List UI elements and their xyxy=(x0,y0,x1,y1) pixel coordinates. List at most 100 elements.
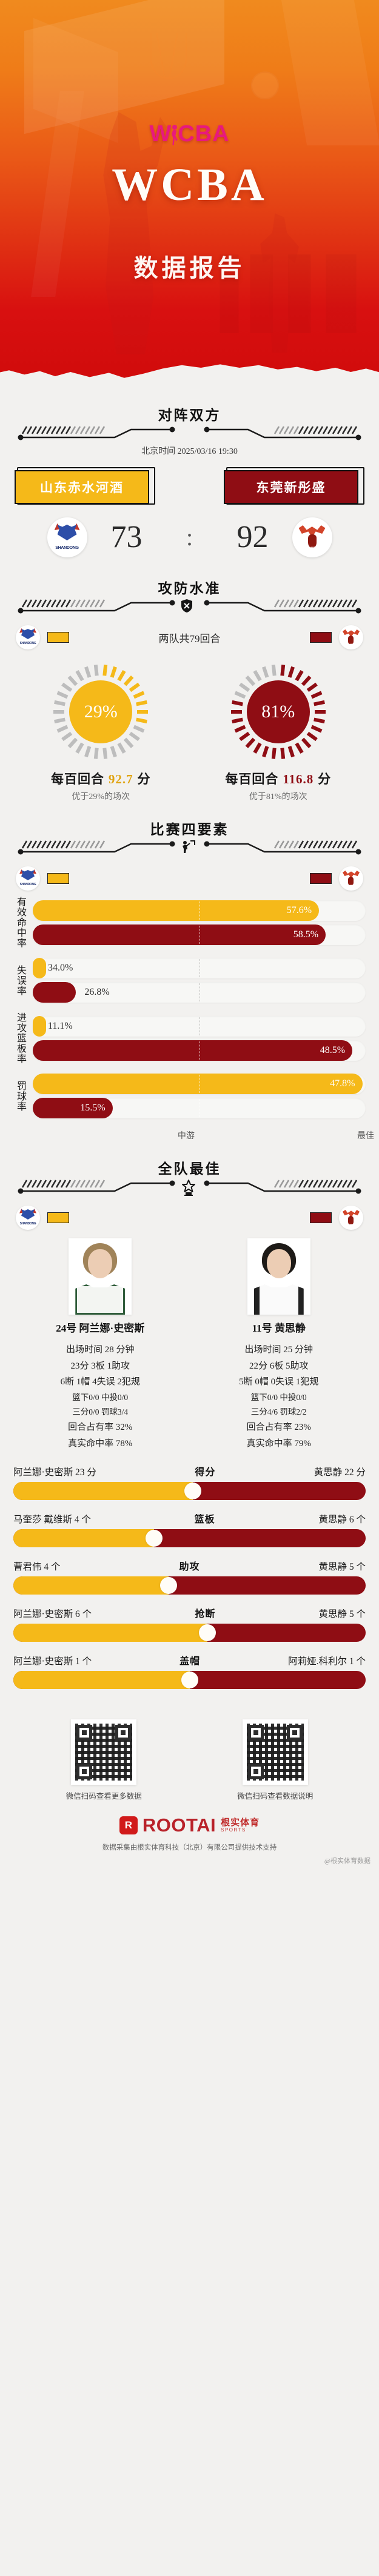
efficiency-heading: 攻防水准 xyxy=(158,580,221,596)
basketball-icon xyxy=(251,71,279,99)
leader-slider-knob[interactable] xyxy=(146,1530,163,1547)
possessions-label: 两队共79回合 xyxy=(158,632,221,645)
leader-slider[interactable] xyxy=(13,1529,366,1548)
home-player-card: 24号 阿兰娜·史密斯 出场时间 28 分钟 23分 3板 1助攻 6断 1帽 … xyxy=(18,1238,183,1452)
qr-left-caption: 微信扫码查看更多数据 xyxy=(65,1792,142,1801)
leader-labels: 曹君伟 4 个 助攻 黄思静 5 个 xyxy=(13,1558,366,1573)
home-pace: 每百回合 92.7 分 xyxy=(25,769,176,788)
away-color-swatch xyxy=(310,873,332,884)
leader-slider-knob[interactable] xyxy=(159,1577,177,1595)
away-pace-prefix: 每百回合 xyxy=(225,772,279,786)
category-leaders: 阿兰娜·史密斯 23 分 得分 黄思静 22 分马奎莎 戴维斯 4 个 篮板 黄思静 6… xyxy=(0,1452,379,1706)
four-factors-scale: 中游 最佳 xyxy=(0,1128,379,1141)
home-color-swatch xyxy=(47,632,69,643)
home-color-swatch xyxy=(47,873,69,884)
leader-slider[interactable] xyxy=(13,1576,366,1595)
leader-slider[interactable] xyxy=(13,1624,366,1642)
away-shooting-three: 三分4/6 罚球2/2 xyxy=(250,1407,307,1417)
home-usage-rate: 回合占有率 32% xyxy=(68,1422,133,1433)
leader-away-text: 黄思静 5 个 xyxy=(318,1609,366,1620)
logo-head xyxy=(21,870,35,880)
leader-slider-knob[interactable] xyxy=(184,1482,202,1500)
home-player-name: 24号 阿兰娜·史密斯 xyxy=(18,1320,183,1335)
leader-slider[interactable] xyxy=(13,1482,366,1501)
page-title: WCBA xyxy=(112,159,267,210)
away-factor-fill xyxy=(33,982,76,1003)
leader-home-text: 阿兰娜·史密斯 1 个 xyxy=(13,1656,92,1667)
qr-data-explanation[interactable]: 微信扫码查看数据说明 xyxy=(237,1719,313,1801)
leader-category: 助攻 xyxy=(179,1562,200,1573)
qr-code-right[interactable] xyxy=(242,1719,308,1785)
face-shape xyxy=(266,1249,291,1278)
home-team-logo-small: SHANDONG xyxy=(16,866,40,891)
header-decoration xyxy=(16,840,363,855)
star-trophy-icon xyxy=(181,1179,199,1196)
home-pace-value: 92.7 xyxy=(108,772,133,786)
leader-home-fill xyxy=(13,1482,193,1501)
brand-chinese: 根实体育 SPORTS xyxy=(221,1818,260,1833)
leader-home-fill xyxy=(13,1576,169,1595)
away-team-logo: GUANGDONG xyxy=(292,517,332,557)
away-player-card: 11号 黄思静 出场时间 25 分钟 22分 6板 5助攻 5断 0帽 0失误 … xyxy=(196,1238,361,1452)
four-factors-heading: 比赛四要素 xyxy=(150,822,229,837)
home-team-logo-small: SHANDONG xyxy=(16,1206,40,1230)
qr-right-caption: 微信扫码查看数据说明 xyxy=(237,1792,314,1801)
leader-category: 抢断 xyxy=(195,1609,216,1620)
home-factor-track: 34.0% xyxy=(33,958,366,978)
qr-code-left[interactable] xyxy=(71,1719,137,1785)
jersey-shape xyxy=(253,1284,304,1315)
qr-more-data[interactable]: 微信扫码查看更多数据 xyxy=(66,1719,142,1801)
gauge-ticks xyxy=(230,665,326,759)
efficiency-gauges: 29% 每百回合 92.7 分 优于29%的场次 81% 每百回合 116.8 … xyxy=(0,649,379,802)
away-team-logo-small: GUANGDONG xyxy=(339,866,363,891)
logo-body xyxy=(307,534,317,548)
home-factor-track: 47.8% xyxy=(33,1074,366,1094)
home-percentile: 29% xyxy=(84,702,118,722)
factor-row: 进攻篮板率 11.1% 48.5% xyxy=(13,1012,366,1064)
watermark: @根实体育数据 xyxy=(324,1857,371,1865)
shandong-logo-icon: SHANDONG xyxy=(53,523,81,551)
deco-lines xyxy=(18,840,361,855)
logo-wordmark: SHANDONG xyxy=(19,1222,36,1226)
leader-row: 马奎莎 戴维斯 4 个 篮板 黄思静 6 个 xyxy=(13,1511,366,1548)
away-gauge: 81% xyxy=(227,660,330,763)
away-color-swatch xyxy=(310,632,332,643)
leader-away-text: 黄思静 22 分 xyxy=(314,1467,366,1478)
logo-head xyxy=(21,629,35,639)
leader-slider-knob[interactable] xyxy=(198,1624,216,1642)
leader-home-text: 阿兰娜·史密斯 6 个 xyxy=(13,1609,92,1620)
leader-category: 盖帽 xyxy=(179,1656,201,1667)
away-usage-rate: 回合占有率 23% xyxy=(246,1422,311,1433)
away-minutes: 出场时间 25 分钟 xyxy=(244,1345,313,1355)
leader-slider-knob[interactable] xyxy=(181,1671,198,1689)
away-true-shooting: 真实命中率 79% xyxy=(246,1438,311,1449)
brand-wordmark: ROOTAI xyxy=(142,1814,216,1836)
home-score: 73 xyxy=(110,520,143,554)
away-factor-track: 26.8% xyxy=(33,982,366,1003)
shooting-player-icon xyxy=(181,840,199,855)
home-team-logo: SHANDONG xyxy=(47,517,87,557)
leader-row: 曹君伟 4 个 助攻 黄思静 5 个 xyxy=(13,1558,366,1595)
scoreboard: SHANDONG 73 : 92 GUANGDONG xyxy=(0,504,379,561)
away-pace-note: 优于81%的场次 xyxy=(249,792,307,802)
away-color-swatch xyxy=(310,1212,332,1223)
home-legend: SHANDONG xyxy=(16,625,69,649)
logo-body xyxy=(348,1216,354,1224)
factor-row: 失误率 34.0% 26.8% xyxy=(13,958,366,1003)
away-team-logo-small: GUANGDONG xyxy=(339,625,363,649)
hero-artwork xyxy=(0,0,379,388)
leader-category: 得分 xyxy=(195,1467,216,1478)
leader-slider[interactable] xyxy=(13,1671,366,1690)
qr-pattern xyxy=(75,1724,133,1781)
brand-cn-sub: SPORTS xyxy=(221,1827,246,1833)
factor-bars: 34.0% 26.8% xyxy=(33,958,366,1003)
basketball-net-icon xyxy=(150,33,187,79)
away-legend: GUANGDONG xyxy=(310,1206,363,1230)
factor-label: 进攻篮板率 xyxy=(15,1012,25,1064)
four-factors-chart: 有效命中率 57.6% 58.5% 失误率 34.0% 26.8% 进攻篮板率 11.1% 48… xyxy=(0,891,379,1118)
deco-lines xyxy=(18,1180,361,1194)
leader-away-text: 黄思静 5 个 xyxy=(318,1562,366,1573)
deco-lines xyxy=(18,599,361,614)
logo-body xyxy=(348,636,354,644)
home-factor-track: 57.6% xyxy=(33,900,366,921)
